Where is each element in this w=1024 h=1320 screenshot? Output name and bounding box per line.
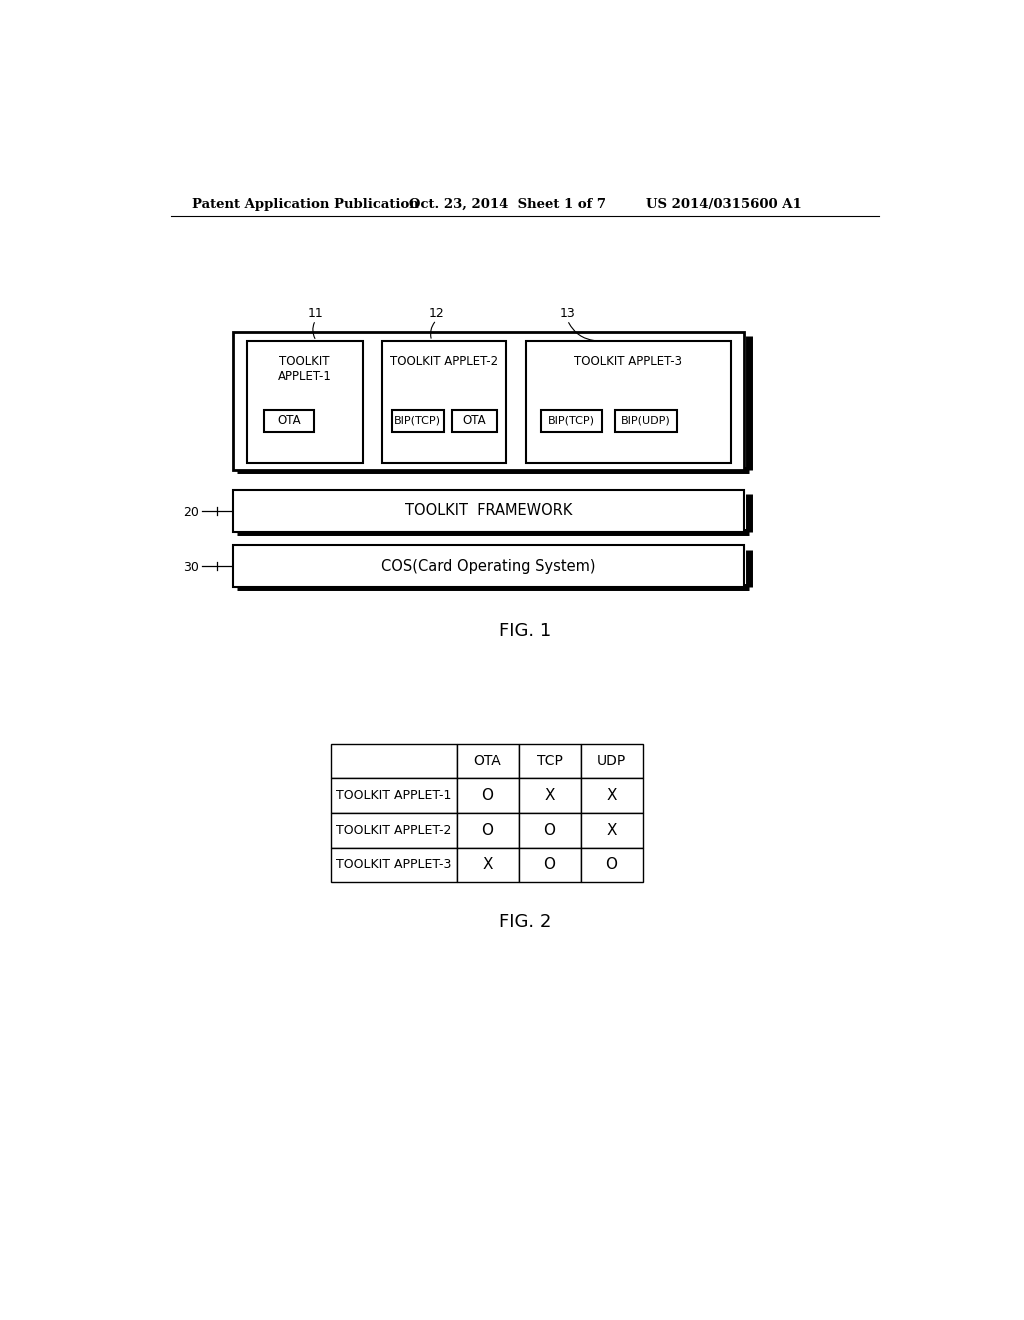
Text: TOOLKIT APPLET-3: TOOLKIT APPLET-3 xyxy=(336,858,452,871)
Bar xyxy=(525,341,731,462)
Bar xyxy=(452,411,497,432)
Bar xyxy=(518,847,581,882)
Text: O: O xyxy=(544,858,556,873)
Text: BIP(UDP): BIP(UDP) xyxy=(621,416,671,426)
Text: TOOLKIT APPLET-1: TOOLKIT APPLET-1 xyxy=(336,789,452,803)
Bar xyxy=(331,813,457,847)
Text: US 2014/0315600 A1: US 2014/0315600 A1 xyxy=(646,198,802,211)
Bar xyxy=(541,411,601,432)
Bar xyxy=(247,341,362,462)
Text: O: O xyxy=(605,858,617,873)
Text: OTA: OTA xyxy=(463,414,486,428)
Text: UDP: UDP xyxy=(597,754,627,768)
Bar xyxy=(518,813,581,847)
Bar xyxy=(518,779,581,813)
Bar xyxy=(457,847,518,882)
Bar xyxy=(457,779,518,813)
Text: Patent Application Publication: Patent Application Publication xyxy=(191,198,418,211)
Text: 20: 20 xyxy=(183,506,200,519)
Bar xyxy=(232,490,744,532)
Text: OTA: OTA xyxy=(278,414,301,428)
Text: TOOLKIT
APPLET-1: TOOLKIT APPLET-1 xyxy=(278,355,332,383)
Bar xyxy=(581,813,643,847)
Bar xyxy=(581,847,643,882)
Text: O: O xyxy=(481,788,494,803)
Bar xyxy=(331,847,457,882)
Text: O: O xyxy=(481,822,494,838)
Text: BIP(TCP): BIP(TCP) xyxy=(548,416,595,426)
Text: 12: 12 xyxy=(429,308,444,321)
Bar xyxy=(331,779,457,813)
Text: 30: 30 xyxy=(183,561,200,574)
Text: X: X xyxy=(606,788,616,803)
Bar xyxy=(457,743,518,779)
Text: Oct. 23, 2014  Sheet 1 of 7: Oct. 23, 2014 Sheet 1 of 7 xyxy=(409,198,605,211)
Bar xyxy=(382,341,506,462)
Text: 11: 11 xyxy=(307,308,324,321)
Text: OTA: OTA xyxy=(474,754,502,768)
Bar xyxy=(614,411,677,432)
Text: X: X xyxy=(482,858,493,873)
Bar xyxy=(331,743,457,779)
Text: TCP: TCP xyxy=(537,754,562,768)
Text: TOOLKIT  FRAMEWORK: TOOLKIT FRAMEWORK xyxy=(404,503,572,519)
Bar xyxy=(518,743,581,779)
Bar xyxy=(232,331,744,470)
Text: 13: 13 xyxy=(559,308,575,321)
Bar xyxy=(232,545,744,587)
Text: TOOLKIT APPLET-2: TOOLKIT APPLET-2 xyxy=(336,824,452,837)
Text: X: X xyxy=(545,788,555,803)
Bar xyxy=(263,411,314,432)
Text: TOOLKIT APPLET-3: TOOLKIT APPLET-3 xyxy=(574,355,682,368)
Text: COS(Card Operating System): COS(Card Operating System) xyxy=(381,558,596,574)
Text: FIG. 1: FIG. 1 xyxy=(499,622,551,640)
Bar xyxy=(457,813,518,847)
Bar xyxy=(581,743,643,779)
Text: TOOLKIT APPLET-2: TOOLKIT APPLET-2 xyxy=(390,355,499,368)
Text: X: X xyxy=(606,822,616,838)
Bar xyxy=(581,779,643,813)
Bar xyxy=(391,411,444,432)
Text: FIG. 2: FIG. 2 xyxy=(499,913,551,931)
Text: BIP(TCP): BIP(TCP) xyxy=(394,416,441,426)
Text: O: O xyxy=(544,822,556,838)
